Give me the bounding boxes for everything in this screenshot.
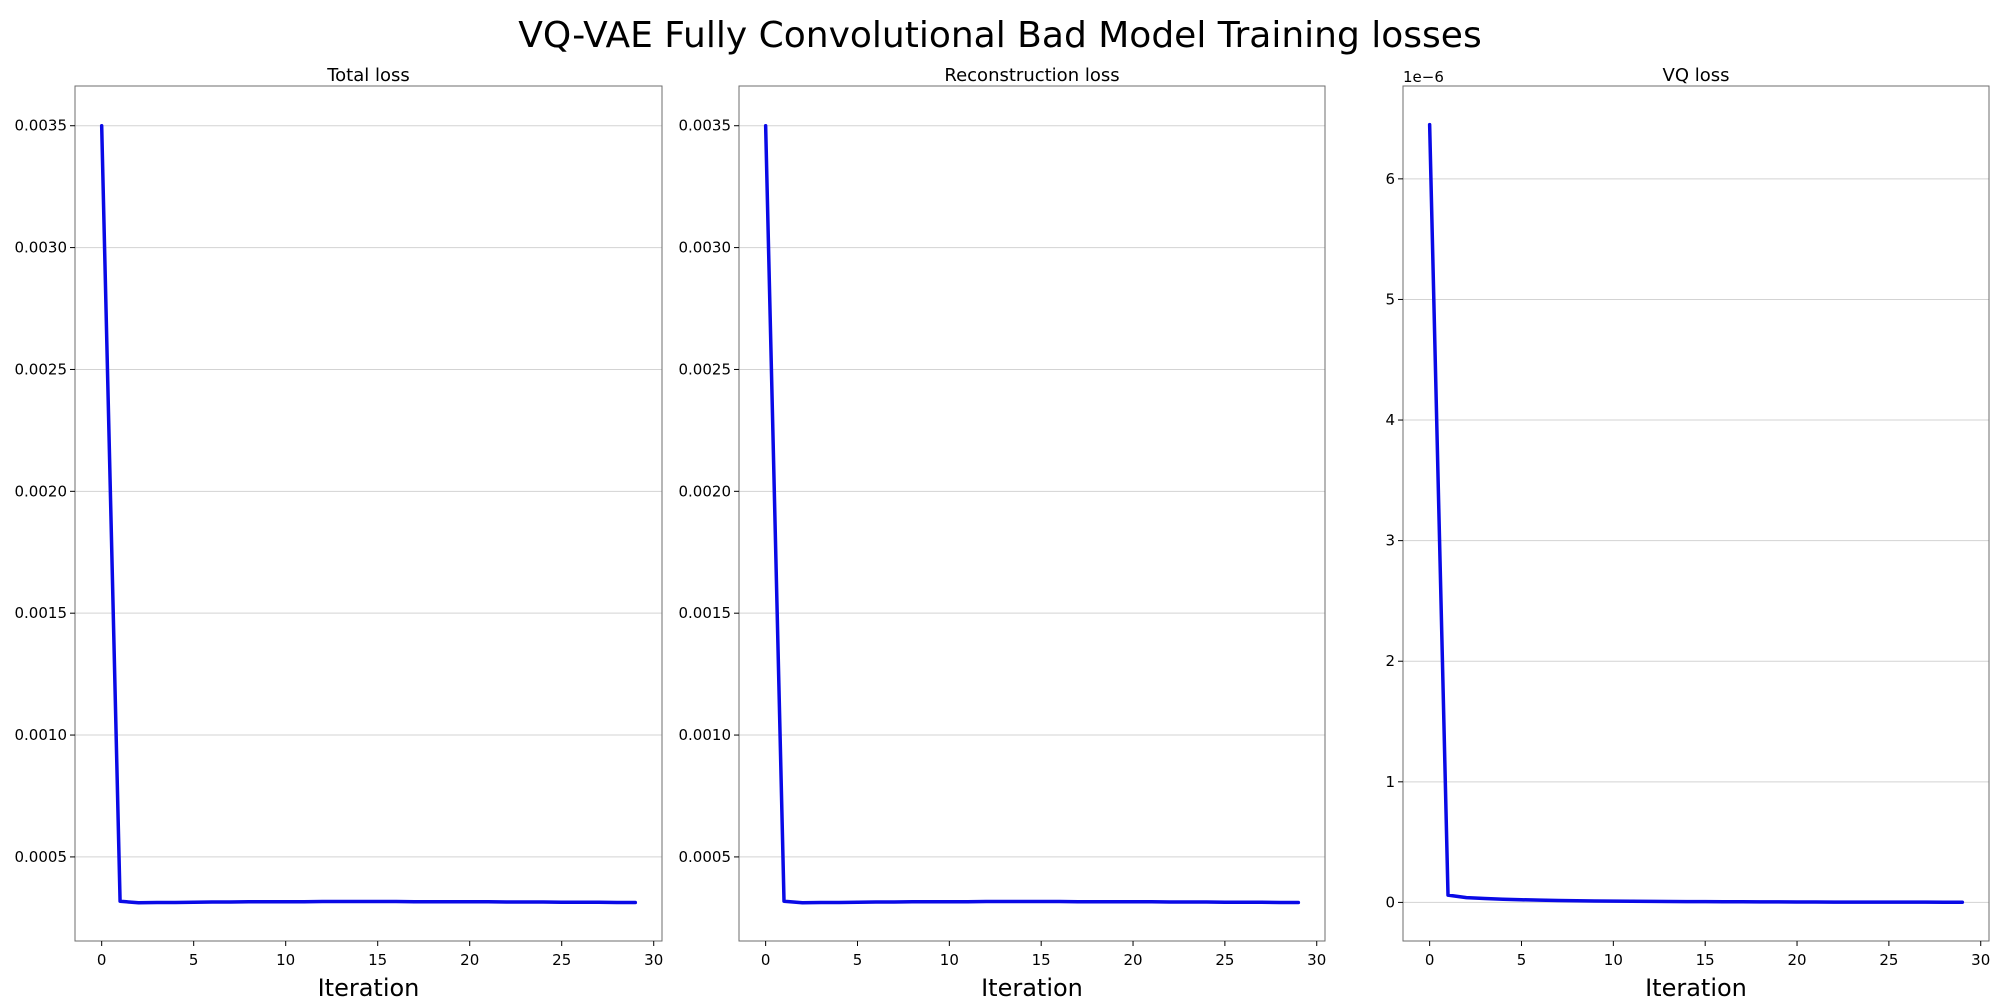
y-tick-label: 2 — [1385, 652, 1395, 670]
subplot-3: 0 1 2 3 4 5 6 0 5 10 15 20 25 30 1e−6 VQ loss Iteration — [1385, 65, 1990, 1000]
y-tick-label: 0.0025 — [679, 360, 732, 378]
x-tick-label: 15 — [1696, 951, 1715, 969]
x-tick-label: 0 — [1425, 951, 1435, 969]
x-tick-label: 10 — [276, 951, 295, 969]
subplot-2: 0.0005 0.0010 0.0015 0.0020 0.0025 0.0030 0.00… — [679, 65, 1327, 1000]
y-tick-label: 6 — [1385, 170, 1395, 188]
x-tick-label: 0 — [97, 951, 107, 969]
y-tick-label: 0 — [1385, 893, 1395, 911]
axis-scale-note: 1e−6 — [1403, 68, 1444, 86]
y-tick-label: 0.0005 — [679, 848, 732, 866]
y-tick-label: 0.0020 — [15, 482, 68, 500]
y-tick-label: 0.0005 — [15, 848, 68, 866]
subplot-title: VQ loss — [1663, 65, 1730, 86]
subplot-title: Reconstruction loss — [944, 65, 1119, 86]
series-line — [763, 123, 1301, 905]
x-tick-label: 10 — [1604, 951, 1623, 969]
y-tick-label: 4 — [1385, 411, 1395, 429]
x-tick-label: 0 — [761, 951, 771, 969]
figure-title: VQ-VAE Fully Convolutional Bad Model Tra… — [518, 15, 1481, 56]
x-axis-label: Iteration — [1645, 974, 1747, 1000]
x-tick-label: 25 — [1215, 951, 1234, 969]
x-tick-label: 30 — [644, 951, 663, 969]
y-tick-label: 0.0010 — [15, 726, 68, 744]
x-tick-label: 20 — [1787, 951, 1806, 969]
series-line — [1427, 122, 1965, 904]
y-tick-label: 0.0020 — [679, 482, 732, 500]
y-tick-label: 1 — [1385, 773, 1395, 791]
plot-frame — [738, 85, 1326, 942]
y-tick-label: 5 — [1385, 290, 1395, 308]
x-axis-label: Iteration — [981, 974, 1083, 1000]
subplot-title: Total loss — [326, 65, 410, 86]
y-tick-label: 0.0015 — [15, 604, 68, 622]
x-tick-label: 25 — [1879, 951, 1898, 969]
plot-frame — [1402, 85, 1990, 942]
x-tick-label: 20 — [1123, 951, 1142, 969]
x-tick-label: 20 — [460, 951, 479, 969]
x-axis-label: Iteration — [318, 974, 420, 1000]
subplot-1: 0.0005 0.0010 0.0015 0.0020 0.0025 0.0030 0.00… — [15, 65, 664, 1000]
x-tick-label: 5 — [853, 951, 863, 969]
y-tick-label: 0.0030 — [679, 239, 732, 257]
x-tick-label: 15 — [1032, 951, 1051, 969]
y-tick-label: 0.0025 — [15, 360, 68, 378]
x-tick-label: 30 — [1971, 951, 1990, 969]
x-tick-label: 5 — [1517, 951, 1527, 969]
y-tick-label: 0.0030 — [15, 239, 68, 257]
series-line — [99, 123, 638, 905]
y-tick-label: 0.0010 — [679, 726, 732, 744]
x-tick-label: 30 — [1307, 951, 1326, 969]
plot-frame — [74, 85, 663, 942]
x-tick-label: 10 — [940, 951, 959, 969]
x-tick-label: 15 — [368, 951, 387, 969]
y-tick-label: 3 — [1385, 532, 1395, 550]
x-tick-label: 5 — [189, 951, 199, 969]
y-tick-label: 0.0035 — [15, 117, 68, 135]
y-tick-label: 0.0035 — [679, 117, 732, 135]
y-tick-label: 0.0015 — [679, 604, 732, 622]
x-tick-label: 25 — [552, 951, 571, 969]
